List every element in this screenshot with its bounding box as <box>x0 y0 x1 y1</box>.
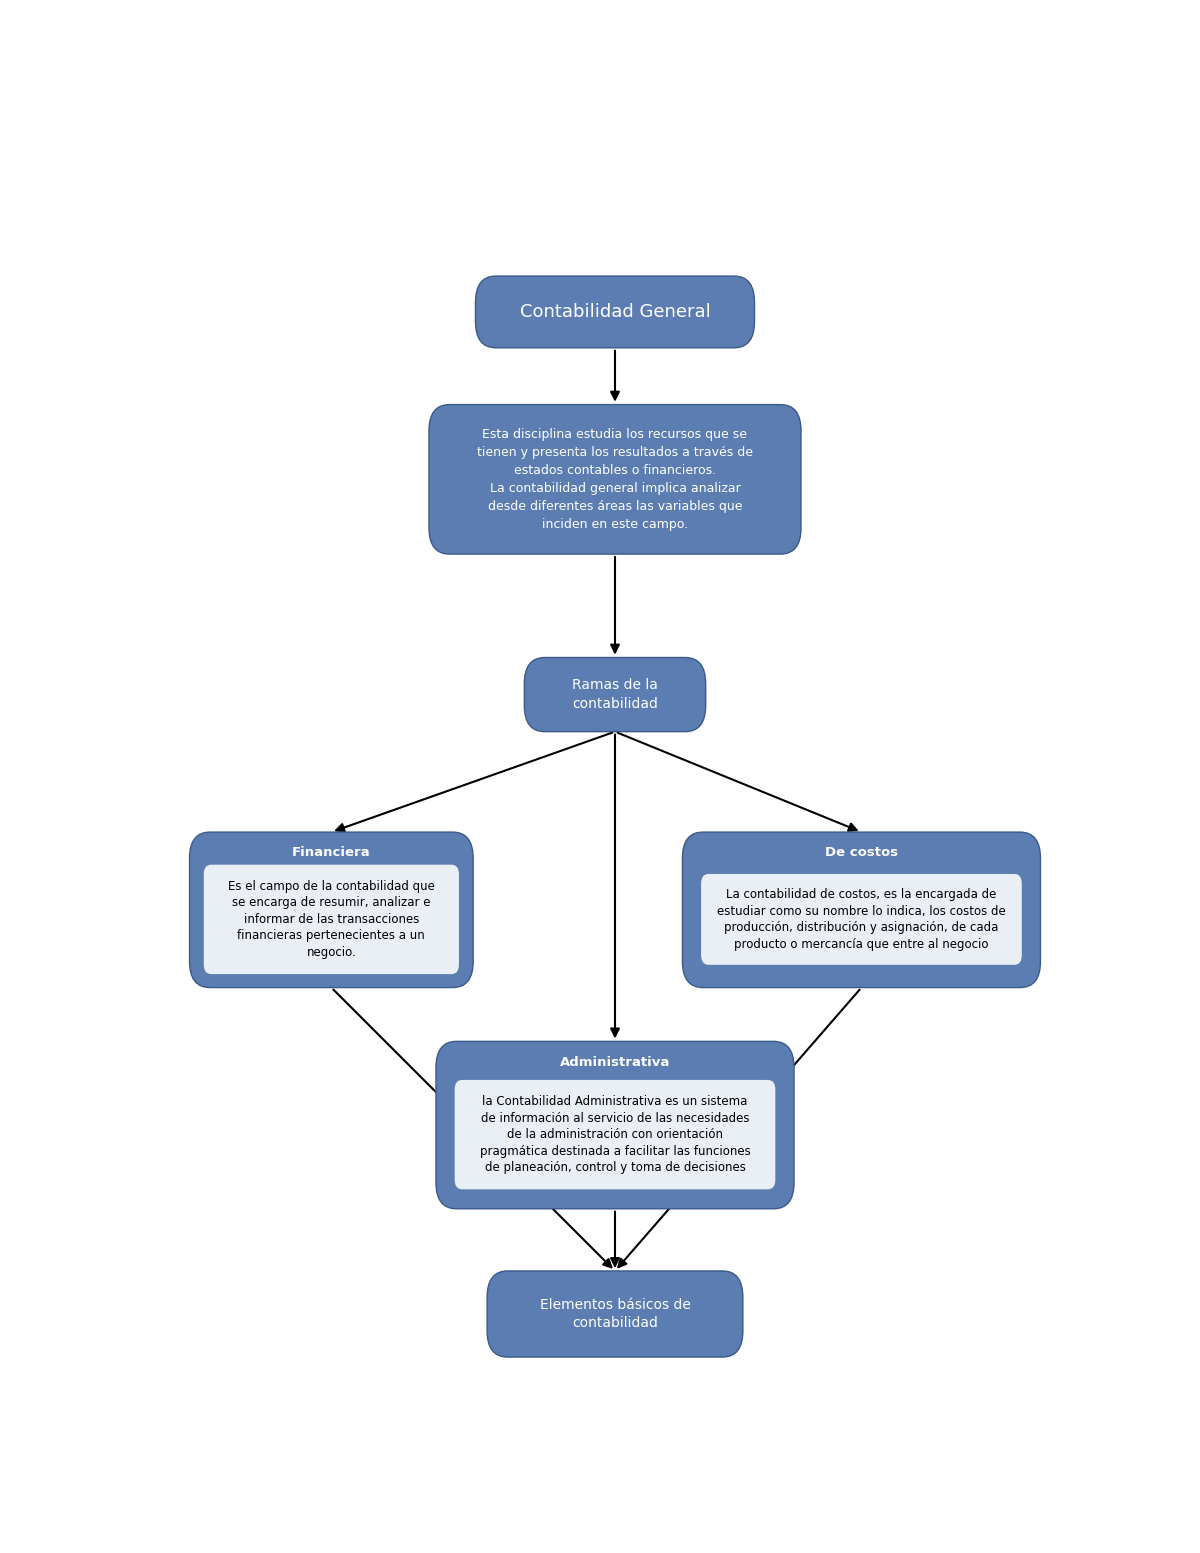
Text: La contabilidad de costos, es la encargada de
estudiar como su nombre lo indica,: La contabilidad de costos, es la encarga… <box>718 888 1006 950</box>
Text: Financiera: Financiera <box>292 846 371 859</box>
FancyBboxPatch shape <box>430 405 802 554</box>
FancyBboxPatch shape <box>701 874 1021 964</box>
Text: Elementos básicos de
contabilidad: Elementos básicos de contabilidad <box>540 1298 690 1331</box>
Text: Es el campo de la contabilidad que
se encarga de resumir, analizar e
informar de: Es el campo de la contabilidad que se en… <box>228 881 434 958</box>
Text: la Contabilidad Administrativa es un sistema
de información al servicio de las n: la Contabilidad Administrativa es un sis… <box>480 1095 750 1174</box>
FancyBboxPatch shape <box>190 832 473 988</box>
FancyBboxPatch shape <box>204 865 458 974</box>
FancyBboxPatch shape <box>683 832 1040 988</box>
FancyBboxPatch shape <box>436 1042 794 1208</box>
Text: Ramas de la
contabilidad: Ramas de la contabilidad <box>572 679 658 711</box>
Text: Contabilidad General: Contabilidad General <box>520 303 710 321</box>
Text: Administrativa: Administrativa <box>560 1056 670 1068</box>
FancyBboxPatch shape <box>455 1079 775 1190</box>
FancyBboxPatch shape <box>487 1270 743 1357</box>
FancyBboxPatch shape <box>524 657 706 731</box>
Text: De costos: De costos <box>824 846 898 859</box>
FancyBboxPatch shape <box>475 276 755 348</box>
Text: Esta disciplina estudia los recursos que se
tienen y presenta los resultados a t: Esta disciplina estudia los recursos que… <box>478 427 754 531</box>
